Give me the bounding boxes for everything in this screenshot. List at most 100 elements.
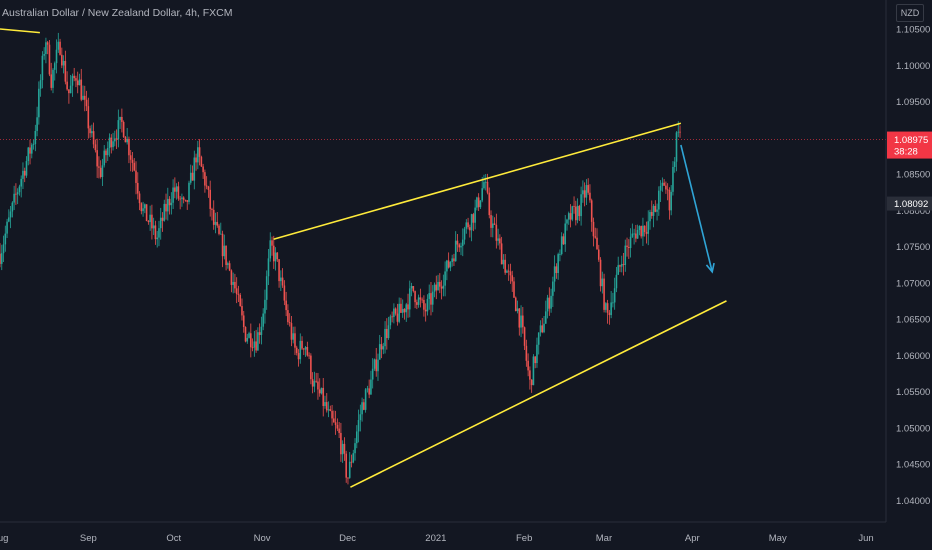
candle-body <box>375 359 378 372</box>
candle-body <box>613 288 616 303</box>
candle-body <box>527 360 529 371</box>
candle-body <box>491 223 494 228</box>
candle-body <box>39 80 42 89</box>
candle-body <box>280 277 282 282</box>
candle-body <box>659 185 662 191</box>
candle-body <box>668 189 671 211</box>
candle-body <box>191 172 194 181</box>
candle-body <box>197 147 199 163</box>
candle-body <box>371 368 374 380</box>
candle-body <box>89 128 91 134</box>
ref-price-value: 1.08092 <box>894 199 928 210</box>
x-tick-label: Feb <box>516 533 532 544</box>
candle-body <box>244 327 247 342</box>
candle-body <box>370 379 372 395</box>
candle-body <box>253 341 256 348</box>
candle-body <box>170 202 173 206</box>
candle-body <box>361 402 363 415</box>
candle-body <box>32 144 35 145</box>
candle-body <box>6 221 8 234</box>
candle-body <box>567 213 570 220</box>
candle-body <box>513 281 515 298</box>
candle-body <box>327 409 330 411</box>
candle-body <box>354 443 356 454</box>
candle-body <box>456 240 459 245</box>
candle-body <box>532 356 535 386</box>
candle-body <box>15 193 17 195</box>
candle-body <box>110 137 113 148</box>
candle-body <box>401 308 404 313</box>
candle-body <box>435 284 438 291</box>
candle-body <box>246 337 249 342</box>
candle-body <box>451 258 453 263</box>
candle-body <box>34 130 37 145</box>
candle-body <box>207 186 210 190</box>
candle-body <box>391 316 393 318</box>
candle-body <box>204 172 206 186</box>
candle-body <box>472 214 475 223</box>
candle-body <box>654 205 657 212</box>
candle-body <box>410 286 413 289</box>
candle-body <box>635 233 637 239</box>
chart-title: Australian Dollar / New Zealand Dollar, … <box>2 7 233 19</box>
candle-body <box>560 236 563 255</box>
candle-body <box>544 311 547 324</box>
candle-body <box>73 75 75 79</box>
candle-body <box>64 60 67 82</box>
candle-body <box>230 270 233 285</box>
candle-body <box>575 206 577 221</box>
candle-body <box>267 258 270 277</box>
candle-body <box>511 275 514 282</box>
candle-body <box>476 197 478 208</box>
candle-body <box>122 121 125 137</box>
candle-body <box>94 144 97 151</box>
candle-body <box>306 347 309 356</box>
candle-body <box>265 276 268 300</box>
candle-body <box>221 233 224 257</box>
candle-body <box>184 199 187 201</box>
candle-body <box>186 200 189 202</box>
candle-body <box>419 297 422 300</box>
candle-body <box>124 136 127 143</box>
candle-body <box>205 185 208 187</box>
candle-body <box>541 325 544 333</box>
candle-body <box>529 370 531 380</box>
candle-body <box>304 347 307 350</box>
candle-body <box>594 236 597 238</box>
candle-body <box>202 166 204 173</box>
candle-body <box>525 345 528 361</box>
y-tick-label: 1.04000 <box>896 496 930 507</box>
candle-body <box>161 217 164 221</box>
current-price-value: 1.08975 <box>894 135 928 146</box>
candle-body <box>299 340 302 360</box>
currency-badge[interactable]: NZD <box>896 4 924 22</box>
candle-body <box>250 333 252 348</box>
candle-body <box>223 245 226 257</box>
candle-body <box>16 192 19 195</box>
candle-body <box>642 225 644 237</box>
candle-body <box>626 245 628 248</box>
candle-body <box>343 443 346 454</box>
candle-body <box>483 182 485 189</box>
candle-body <box>156 237 159 240</box>
candle-body <box>287 310 289 323</box>
candle-body <box>318 389 321 394</box>
candle-body <box>417 297 420 305</box>
candle-body <box>297 353 300 360</box>
candle-body <box>23 170 26 176</box>
candle-body <box>502 259 505 265</box>
candle-body <box>666 189 669 191</box>
candle-body <box>606 303 609 313</box>
candle-body <box>679 131 681 133</box>
candle-body <box>260 326 263 335</box>
candle-body <box>486 181 489 193</box>
candle-body <box>57 41 60 50</box>
candle-body <box>325 402 328 411</box>
candle-body <box>363 402 365 410</box>
candle-body <box>592 221 595 237</box>
candle-body <box>53 63 56 70</box>
candle-body <box>303 348 305 350</box>
candle-body <box>629 236 632 249</box>
candle-body <box>149 214 151 223</box>
